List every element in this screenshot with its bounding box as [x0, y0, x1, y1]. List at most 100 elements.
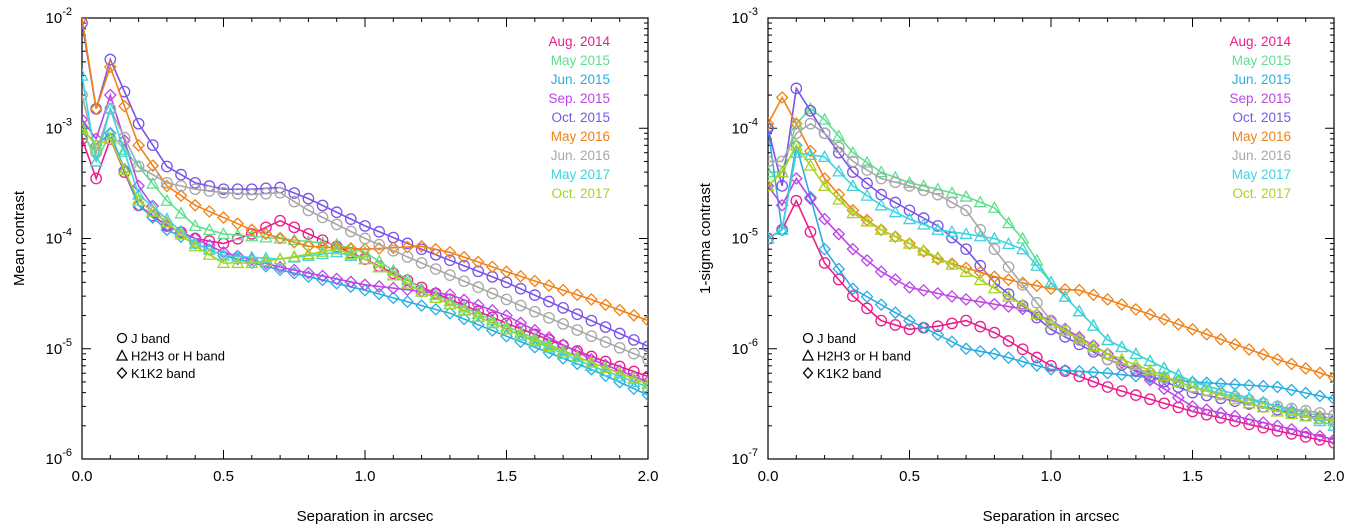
data-point-diamond [500, 265, 513, 279]
data-point-diamond [1200, 403, 1214, 417]
data-point-triangle [973, 229, 987, 242]
data-point-diamond [1101, 366, 1115, 380]
data-point-triangle [860, 188, 874, 201]
data-point-triangle [1327, 412, 1334, 425]
x-tick-label: 0.0 [758, 468, 779, 485]
data-point-triangle [959, 264, 973, 277]
data-point-diamond [82, 121, 89, 135]
data-point-diamond [1299, 361, 1313, 375]
data-point-circle [429, 263, 442, 275]
data-point-circle [875, 172, 888, 185]
data-point-triangle [457, 300, 471, 313]
data-point-diamond [1285, 422, 1298, 436]
series-line [768, 86, 1334, 422]
y-tick-label: 10-7 [732, 447, 758, 468]
data-point-diamond [888, 273, 902, 286]
data-point-triangle [1157, 369, 1171, 382]
data-point-circle [946, 196, 958, 209]
data-point-circle [946, 317, 958, 330]
data-point-diamond [1256, 379, 1270, 393]
data-point-circle [960, 204, 972, 217]
data-point-diamond [217, 211, 230, 224]
data-point-circle [543, 295, 555, 308]
data-point-triangle [803, 101, 818, 114]
data-point-diamond [789, 138, 803, 152]
data-point-diamond [1186, 399, 1199, 413]
data-point-circle [1158, 397, 1171, 410]
data-point-diamond [146, 159, 160, 173]
y-tick-label: 10-5 [732, 227, 758, 248]
legend-symbol-label: K1K2 band [131, 366, 195, 381]
data-point-diamond [1256, 416, 1270, 429]
data-point-circle [804, 117, 817, 130]
data-point-triangle [832, 129, 846, 142]
data-point-triangle [931, 182, 945, 195]
data-point-circle [514, 282, 527, 295]
data-point-triangle [556, 344, 570, 357]
data-point-diamond [1327, 392, 1334, 406]
data-point-diamond [917, 321, 931, 335]
data-point-circle [330, 218, 343, 231]
data-point-circle [175, 180, 187, 192]
data-point-triangle [1016, 298, 1030, 311]
data-point-circle [931, 320, 944, 333]
legend-symbol-label: J band [817, 331, 856, 346]
data-point-diamond [804, 190, 817, 204]
x-tick-label: 1.0 [1041, 468, 1062, 485]
data-point-circle [316, 211, 329, 224]
data-point-diamond [613, 303, 627, 317]
data-point-circle [847, 155, 859, 168]
data-point-triangle [818, 112, 832, 125]
data-point-triangle [372, 260, 386, 273]
y-tick-label: 10-6 [46, 447, 72, 468]
data-point-circle [486, 287, 499, 300]
data-point-circle [401, 237, 414, 250]
data-point-diamond [945, 290, 959, 303]
data-point-circle [1314, 434, 1326, 446]
data-point-triangle [1115, 340, 1129, 353]
data-point-circle [861, 177, 873, 190]
data-point-diamond [1256, 347, 1270, 361]
data-point-triangle [415, 284, 429, 297]
data-point-diamond [1002, 300, 1015, 313]
data-point-triangle [188, 239, 202, 252]
data-point-triangle [1327, 414, 1334, 427]
data-point-triangle [1143, 363, 1157, 376]
data-point-diamond [1171, 391, 1185, 405]
data-point-diamond [959, 261, 973, 275]
data-point-triangle [1016, 242, 1030, 255]
data-point-triangle [570, 350, 584, 363]
data-point-triangle [627, 374, 641, 387]
data-point-circle [627, 334, 640, 346]
data-point-circle [613, 327, 626, 340]
data-point-triangle [174, 206, 188, 219]
data-point-diamond [528, 274, 542, 288]
data-point-diamond [1327, 433, 1334, 447]
data-point-triangle [542, 337, 556, 350]
legend-symbol-label: J band [131, 331, 170, 346]
data-point-triangle [528, 331, 542, 344]
data-point-triangle [160, 215, 174, 228]
data-point-circle [627, 347, 640, 360]
data-point-circle [1172, 401, 1185, 414]
data-point-triangle [89, 138, 103, 151]
data-point-diamond [959, 293, 973, 306]
data-point-triangle [874, 198, 888, 211]
legend-entry: May 2016 [551, 129, 610, 144]
data-point-triangle [259, 254, 273, 267]
data-point-triangle [1129, 358, 1143, 371]
data-point-diamond [832, 262, 846, 276]
data-point-circle [903, 180, 916, 192]
data-point-diamond [287, 235, 301, 249]
data-point-circle [960, 243, 972, 256]
data-point-triangle [846, 206, 860, 219]
y-tick-label: 10-5 [46, 337, 72, 358]
data-point-triangle [1185, 380, 1200, 393]
data-point-circle [875, 314, 888, 327]
data-point-circle [1087, 375, 1100, 388]
data-point-triangle [188, 219, 202, 232]
data-point-diamond [987, 347, 1001, 361]
data-point-circle [231, 187, 244, 200]
data-point-triangle [584, 358, 598, 371]
